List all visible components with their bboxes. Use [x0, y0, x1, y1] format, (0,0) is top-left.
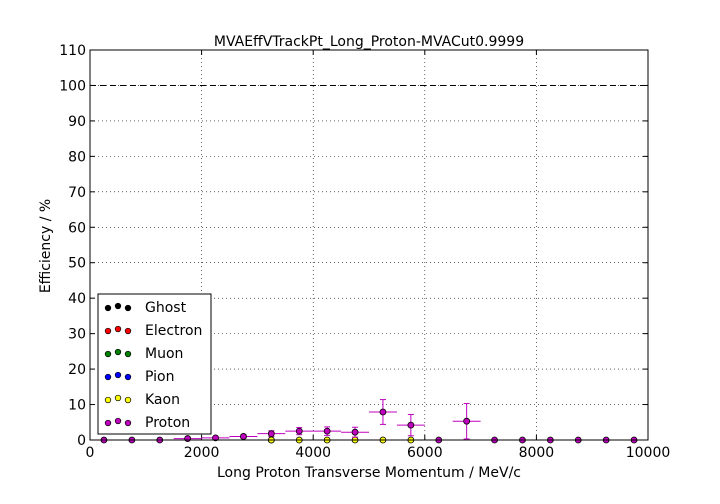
legend-label: Muon	[145, 346, 183, 362]
y-tick-label: 50	[68, 256, 86, 272]
legend-marker	[114, 417, 122, 425]
x-tick-label: 4000	[295, 445, 331, 461]
legend-label: Kaon	[145, 392, 180, 408]
y-tick-label: 20	[68, 362, 86, 378]
legend-label: Proton	[145, 415, 190, 431]
legend-marker	[104, 396, 112, 404]
y-tick-label: 100	[59, 78, 86, 94]
legend-label: Electron	[145, 323, 202, 339]
y-tick-labels: 0 10 20 30 40 50 60 70 80 90 100 110	[59, 43, 86, 449]
y-tick-label: 10	[68, 398, 86, 414]
legend-marker	[104, 327, 112, 335]
proton-point	[351, 428, 359, 436]
proton-point	[463, 417, 471, 425]
legend-marker	[114, 302, 122, 310]
proton-point	[323, 427, 331, 435]
legend-label: Pion	[145, 369, 174, 385]
legend-entry-pion: Pion	[104, 369, 174, 385]
legend-marker	[104, 350, 112, 358]
legend: Ghost Electron Muon Pion Kaon Proton	[97, 293, 212, 435]
legend-marker	[104, 419, 112, 427]
legend-entry-ghost: Ghost	[104, 300, 187, 316]
proton-point	[407, 421, 415, 429]
legend-marker	[114, 394, 122, 402]
x-tick-label: 2000	[184, 445, 220, 461]
x-tick-label: 8000	[519, 445, 555, 461]
y-tick-label: 90	[68, 114, 86, 130]
legend-marker	[124, 350, 132, 358]
legend-marker	[124, 373, 132, 381]
legend-entry-proton: Proton	[104, 415, 190, 431]
legend-box	[97, 293, 212, 435]
x-tick-label: 10000	[626, 445, 671, 461]
y-tick-label: 40	[68, 291, 86, 307]
legend-marker	[104, 373, 112, 381]
y-tick-label: 80	[68, 149, 86, 165]
y-tick-label: 110	[59, 43, 86, 59]
proton-point	[240, 433, 247, 440]
y-tick-label: 60	[68, 220, 86, 236]
plot-frame	[89, 49, 649, 441]
legend-marker	[124, 396, 132, 404]
legend-marker	[104, 304, 112, 312]
legend-marker	[114, 325, 122, 333]
legend-marker	[124, 327, 132, 335]
x-axis-label: Long Proton Transverse Momentum / MeV/c	[217, 465, 521, 481]
legend-entry-muon: Muon	[104, 346, 183, 362]
proton-point	[212, 434, 219, 442]
proton-point	[379, 408, 387, 416]
x-tick-label: 6000	[407, 445, 443, 461]
x-tick-labels: 0 2000 4000 6000 8000 10000	[86, 445, 671, 461]
proton-point	[184, 435, 192, 442]
y-axis-label: Efficiency / %	[38, 199, 54, 293]
legend-entry-kaon: Kaon	[104, 392, 180, 408]
legend-label: Ghost	[145, 300, 187, 316]
legend-entry-electron: Electron	[104, 323, 202, 339]
legend-marker	[114, 348, 122, 356]
proton-point	[295, 427, 303, 435]
y-tick-label: 70	[68, 185, 86, 201]
legend-marker	[114, 371, 122, 379]
y-tick-label: 0	[77, 433, 86, 449]
proton-point	[267, 430, 275, 438]
chart-title: MVAEffVTrackPt_Long_Proton-MVACut0.9999	[214, 34, 524, 50]
x-tick-label: 0	[86, 445, 95, 461]
legend-marker	[124, 304, 132, 312]
y-tick-label: 30	[68, 327, 86, 343]
legend-marker	[124, 419, 132, 427]
